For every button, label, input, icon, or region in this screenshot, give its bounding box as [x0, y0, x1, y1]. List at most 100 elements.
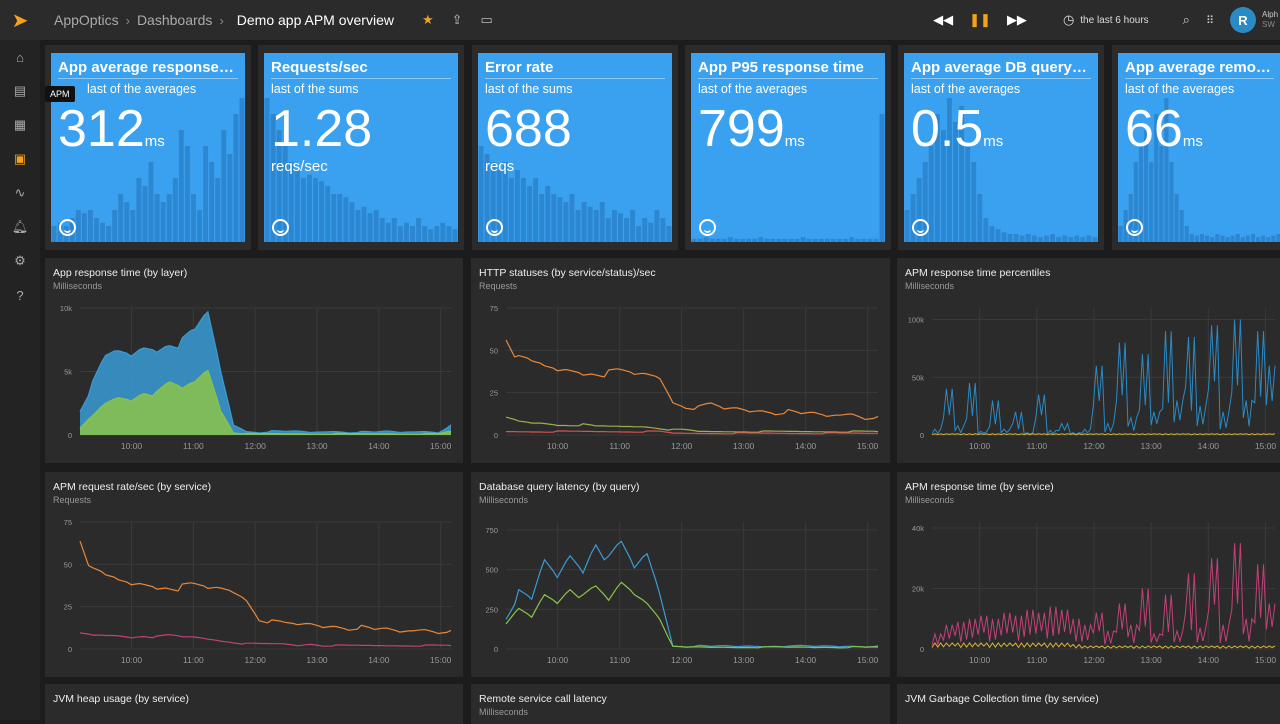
tile-bar: [1215, 234, 1220, 242]
tv-mode-icon[interactable]: ▭: [480, 12, 493, 27]
time-range-label: the last 6 hours: [1080, 14, 1149, 26]
tile-0[interactable]: App average response ti... last of the a…: [45, 45, 251, 250]
tile-bar: [581, 202, 587, 242]
tile-bar: [818, 238, 824, 242]
series-line: [79, 540, 452, 635]
sidebar-item-dashboards[interactable]: ▣: [13, 151, 27, 166]
apm-tooltip: APM: [45, 86, 75, 102]
chart-panel[interactable]: HTTP statuses (by service/status)/sec Req…: [471, 258, 890, 463]
tile-value-number: 799: [698, 100, 785, 158]
y-tick-label: 5k: [64, 368, 72, 377]
y-tick-label: 40k: [912, 524, 924, 533]
tile-bar: [947, 98, 952, 242]
chart-panel[interactable]: JVM Garbage Collection time (by service): [897, 684, 1280, 724]
share-icon[interactable]: ⇪: [451, 12, 463, 27]
search-icon[interactable]: ⌕: [1182, 12, 1190, 27]
tile-bar: [861, 238, 867, 242]
series-line: [79, 632, 452, 647]
chart-panel[interactable]: APM response time (by service) Millisecon…: [897, 472, 1280, 677]
chart-panel[interactable]: Remote service call latency Milliseconds: [471, 684, 890, 724]
avatar[interactable]: R: [1230, 7, 1256, 33]
sidebar: ⌂ ▤ ▦ ▣ ∿ 🔔︎ ⚙ ?: [0, 40, 40, 720]
tile-bar: [977, 194, 983, 242]
sidebar-item-infrastructure[interactable]: ▦: [13, 117, 27, 132]
tile-bar: [100, 222, 105, 242]
big-number-tile[interactable]: App P95 response time last of the averag…: [691, 53, 885, 242]
tile-bar: [1019, 235, 1025, 242]
tile-3[interactable]: App P95 response time last of the averag…: [685, 45, 891, 250]
pause-button[interactable]: ❚❚: [969, 12, 991, 27]
tile-bar: [539, 194, 545, 242]
tile-bar: [1169, 162, 1174, 242]
chart-panel[interactable]: App response time (by layer) Milliseconds…: [45, 258, 463, 463]
tile-4[interactable]: App average DB query ti... last of the a…: [898, 45, 1104, 250]
chart-panel[interactable]: APM request rate/sec (by service) Request…: [45, 472, 463, 677]
sidebar-item-metrics[interactable]: ∿: [14, 185, 26, 200]
tile-bar: [666, 226, 672, 242]
big-number-tile[interactable]: App average DB query ti... last of the a…: [904, 53, 1098, 242]
forward-button[interactable]: ▶▶: [1006, 12, 1027, 27]
breadcrumb-appoptics[interactable]: AppOptics: [54, 12, 119, 28]
tile-value: 688: [485, 103, 572, 155]
tile-bar: [124, 202, 130, 242]
apps-grid-icon[interactable]: ⠿: [1205, 14, 1214, 27]
time-range-picker[interactable]: ◷ the last 6 hours: [1063, 12, 1149, 28]
tile-bar: [1205, 235, 1210, 242]
star-icon[interactable]: ★: [421, 12, 434, 27]
smiley-icon: [912, 219, 929, 236]
tile-bar: [440, 222, 446, 242]
x-tick-label: 11:00: [1026, 441, 1047, 451]
y-tick-label: 0: [68, 645, 72, 654]
tile-bar: [1138, 146, 1143, 242]
tile-bar: [130, 210, 136, 242]
x-tick-label: 13:00: [733, 441, 755, 451]
x-tick-label: 13:00: [1140, 441, 1162, 451]
series-line: [505, 339, 879, 421]
tile-bar: [1118, 226, 1123, 242]
tile-bar: [184, 146, 190, 242]
tile-bar: [788, 238, 794, 242]
sidebar-item-settings[interactable]: ⚙: [14, 253, 26, 268]
chart-panel[interactable]: JVM heap usage (by service): [45, 684, 463, 724]
y-tick-label: 50k: [912, 373, 924, 382]
chart-panel[interactable]: Database query latency (by query) Millise…: [471, 472, 890, 677]
user-info[interactable]: Alph SW: [1262, 10, 1280, 30]
rewind-button[interactable]: ◀◀: [933, 12, 954, 27]
tile-bar: [727, 237, 733, 242]
tile-value-number: 1.28: [271, 100, 373, 158]
tile-bar: [1092, 237, 1098, 242]
big-number-tile[interactable]: Error rate last of the sums 688 reqs: [478, 53, 672, 242]
tile-bar: [703, 237, 709, 242]
tile-bar: [1250, 234, 1256, 242]
sidebar-item-home[interactable]: ⌂: [16, 49, 24, 65]
tile-value: 66ms: [1125, 103, 1203, 155]
chart-panel[interactable]: APM response time percentiles Millisecond…: [897, 258, 1280, 463]
panel-title: JVM Garbage Collection time (by service): [905, 693, 1099, 705]
big-number-tile[interactable]: App average response ti... last of the a…: [51, 53, 245, 242]
sidebar-item-apm[interactable]: ▤: [13, 83, 27, 98]
tile-2[interactable]: Error rate last of the sums 688 reqs: [472, 45, 678, 250]
big-number-tile[interactable]: App average remote se last of the averag…: [1118, 53, 1280, 242]
tile-bar: [209, 162, 215, 242]
tile-bar: [910, 194, 916, 242]
panel-subtitle: Milliseconds: [905, 495, 955, 505]
solarwinds-logo-icon[interactable]: ➤: [11, 9, 29, 32]
big-number-tile[interactable]: Requests/sec last of the sums 1.28 reqs/…: [264, 53, 458, 242]
tile-unit: ms: [1182, 133, 1203, 150]
tile-bar: [1240, 237, 1245, 242]
tile-1[interactable]: Requests/sec last of the sums 1.28 reqs/…: [258, 45, 464, 250]
x-tick-label: 12:00: [671, 655, 693, 665]
x-tick-label: 15:00: [857, 441, 879, 451]
tile-bar: [118, 194, 124, 242]
x-tick-label: 14:00: [795, 441, 817, 451]
page-title: Demo app APM overview: [236, 12, 394, 28]
sidebar-item-help[interactable]: ?: [16, 287, 24, 303]
breadcrumb-dashboards[interactable]: Dashboards: [136, 12, 213, 28]
tile-subtitle: last of the sums: [271, 82, 359, 96]
tile-bar: [752, 238, 758, 242]
user-org: SW: [1262, 20, 1275, 29]
chart-plot: 10:00 11:00 12:00 13:00 14:00 15:00 0 5k 10k: [60, 304, 452, 451]
tile-bar: [855, 238, 861, 242]
tile-5[interactable]: App average remote se last of the averag…: [1112, 45, 1280, 250]
sidebar-item-alerts[interactable]: 🔔︎: [11, 219, 29, 234]
